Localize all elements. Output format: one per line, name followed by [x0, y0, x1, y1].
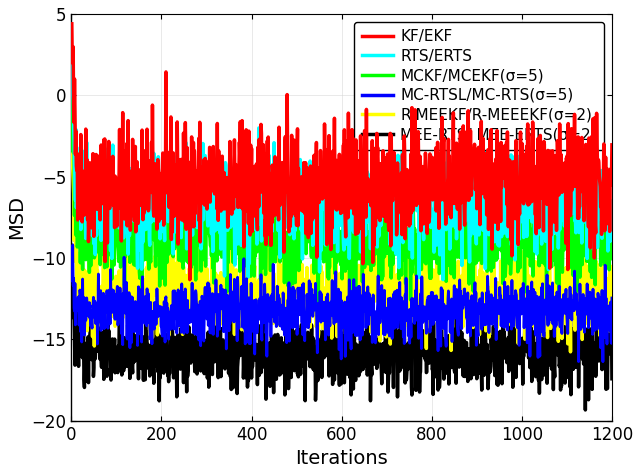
MC-RTSL/MC-RTS(σ=5): [608, 295, 616, 301]
MC-RTSL/MC-RTS(σ=5): [352, 285, 360, 291]
MEE-RTS/ MEE-ERTS(σ=2): [159, 308, 166, 314]
MCKF/MCEKF(σ=5): [608, 240, 616, 246]
KF/EKF: [352, 137, 360, 143]
KF/EKF: [140, 162, 147, 168]
RTS/ERTS: [140, 199, 147, 204]
RTS/ERTS: [250, 215, 258, 220]
Line: MC-RTSL/MC-RTS(σ=5): MC-RTSL/MC-RTS(σ=5): [72, 245, 612, 361]
MC-RTSL/MC-RTS(σ=5): [599, 359, 607, 364]
R-MEEKF/R-MEEEKF(σ=2): [302, 283, 310, 289]
MCKF/MCEKF(σ=5): [302, 251, 310, 256]
Line: RTS/ERTS: RTS/ERTS: [72, 52, 612, 280]
MEE-RTS/ MEE-ERTS(σ=2): [250, 340, 258, 346]
Line: KF/EKF: KF/EKF: [72, 24, 612, 280]
KF/EKF: [364, 181, 371, 187]
KF/EKF: [608, 142, 616, 148]
X-axis label: Iterations: Iterations: [295, 449, 388, 468]
MC-RTSL/MC-RTS(σ=5): [364, 321, 371, 326]
RTS/ERTS: [302, 190, 310, 196]
KF/EKF: [159, 150, 166, 156]
KF/EKF: [186, 277, 194, 283]
Legend: KF/EKF, RTS/ERTS, MCKF/MCEKF(σ=5), MC-RTSL/MC-RTS(σ=5), R-MEEKF/R-MEEEKF(σ=2), M: KF/EKF, RTS/ERTS, MCKF/MCEKF(σ=5), MC-RT…: [355, 21, 604, 150]
R-MEEKF/R-MEEEKF(σ=2): [566, 349, 574, 355]
MEE-RTS/ MEE-ERTS(σ=2): [352, 378, 360, 383]
RTS/ERTS: [159, 174, 166, 180]
R-MEEKF/R-MEEEKF(σ=2): [68, 49, 76, 55]
MEE-RTS/ MEE-ERTS(σ=2): [68, 243, 76, 248]
R-MEEKF/R-MEEEKF(σ=2): [159, 326, 166, 332]
MC-RTSL/MC-RTS(σ=5): [250, 297, 258, 303]
RTS/ERTS: [363, 219, 371, 225]
KF/EKF: [68, 21, 76, 27]
KF/EKF: [250, 164, 258, 170]
MC-RTSL/MC-RTS(σ=5): [69, 242, 77, 248]
KF/EKF: [303, 166, 310, 171]
MEE-RTS/ MEE-ERTS(σ=2): [140, 378, 147, 383]
MEE-RTS/ MEE-ERTS(σ=2): [302, 356, 310, 361]
Line: MCKF/MCEKF(σ=5): MCKF/MCEKF(σ=5): [72, 86, 612, 302]
R-MEEKF/R-MEEEKF(σ=2): [140, 277, 147, 283]
Line: R-MEEKF/R-MEEEKF(σ=2): R-MEEKF/R-MEEEKF(σ=2): [72, 52, 612, 352]
RTS/ERTS: [68, 49, 76, 55]
RTS/ERTS: [352, 186, 360, 191]
MC-RTSL/MC-RTS(σ=5): [303, 309, 310, 315]
MC-RTSL/MC-RTS(σ=5): [140, 302, 148, 308]
MCKF/MCEKF(σ=5): [68, 83, 76, 89]
MEE-RTS/ MEE-ERTS(σ=2): [363, 317, 371, 323]
R-MEEKF/R-MEEEKF(σ=2): [608, 313, 616, 318]
MCKF/MCEKF(σ=5): [352, 249, 360, 255]
R-MEEKF/R-MEEEKF(σ=2): [363, 258, 371, 264]
MCKF/MCEKF(σ=5): [159, 249, 166, 255]
Y-axis label: MSD: MSD: [7, 195, 26, 239]
MC-RTSL/MC-RTS(σ=5): [159, 304, 167, 310]
MCKF/MCEKF(σ=5): [250, 238, 258, 243]
R-MEEKF/R-MEEEKF(σ=2): [250, 238, 258, 243]
R-MEEKF/R-MEEEKF(σ=2): [352, 302, 360, 308]
MC-RTSL/MC-RTS(σ=5): [68, 268, 76, 274]
MCKF/MCEKF(σ=5): [364, 247, 371, 253]
RTS/ERTS: [608, 201, 616, 207]
MEE-RTS/ MEE-ERTS(σ=2): [608, 376, 616, 381]
Line: MEE-RTS/ MEE-ERTS(σ=2): MEE-RTS/ MEE-ERTS(σ=2): [72, 246, 612, 410]
MCKF/MCEKF(σ=5): [314, 299, 322, 304]
RTS/ERTS: [439, 277, 447, 283]
MEE-RTS/ MEE-ERTS(σ=2): [582, 407, 589, 413]
MCKF/MCEKF(σ=5): [140, 216, 147, 222]
